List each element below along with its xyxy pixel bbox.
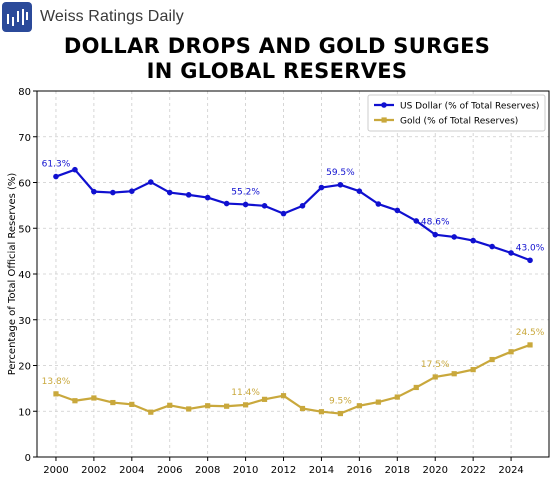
data-label: 43.0% <box>516 243 545 253</box>
x-tick-label: 2010 <box>233 465 258 476</box>
data-label: 59.5% <box>326 168 355 178</box>
x-tick-label: 2020 <box>422 465 447 476</box>
data-label: 55.2% <box>231 187 260 197</box>
gold-data-point <box>318 409 325 415</box>
series-line-1 <box>55 168 531 262</box>
dollar-data-point <box>223 200 230 207</box>
y-tick-label: 60 <box>18 179 31 190</box>
gold-data-point <box>261 396 268 402</box>
dollar-data-point <box>337 181 344 188</box>
bar-chart-logo-icon <box>2 2 32 32</box>
dollar-data-point <box>280 210 287 217</box>
dollar-data-point <box>53 173 59 180</box>
dollar-data-point <box>147 179 154 185</box>
x-tick-label: 2014 <box>309 465 334 476</box>
gold-data-point <box>394 394 400 400</box>
dollar-data-point <box>489 243 495 250</box>
chart-title-line-1: DOLLAR DROPS AND GOLD SURGES <box>63 34 491 58</box>
dollar-data-point <box>204 194 211 201</box>
x-tick-label: 2016 <box>347 465 372 476</box>
y-tick-label: 40 <box>18 270 31 281</box>
x-tick-label: 2008 <box>195 465 220 476</box>
series-line-2 <box>55 343 531 415</box>
gold-data-point <box>224 403 230 409</box>
x-tick-label: 2000 <box>43 465 68 476</box>
legend-box <box>367 94 546 132</box>
y-tick-label: 20 <box>18 362 31 373</box>
y-tick-label: 0 <box>25 453 31 464</box>
gold-data-point <box>489 356 495 363</box>
data-label: 48.6% <box>421 218 450 228</box>
dollar-data-point <box>470 237 476 244</box>
gold-data-point <box>470 367 476 373</box>
gold-data-point <box>375 399 381 405</box>
gold-data-point <box>451 371 457 377</box>
dollar-data-point <box>185 192 192 198</box>
data-label: 61.3% <box>42 160 71 170</box>
x-tick-label: 2012 <box>271 465 296 476</box>
brand: Weiss Ratings Daily <box>2 2 184 32</box>
gold-data-point <box>242 402 249 408</box>
dollar-data-point <box>318 184 325 191</box>
y-tick-label: 50 <box>18 224 31 235</box>
data-label: 11.4% <box>231 388 260 398</box>
dollar-data-point <box>299 203 306 209</box>
x-tick-label: 2006 <box>157 465 182 476</box>
dollar-data-point <box>91 188 97 195</box>
data-label: 13.8% <box>42 377 71 387</box>
x-tick-label: 2024 <box>498 465 523 476</box>
gold-data-point <box>110 399 116 406</box>
legend-label: Gold (% of Total Reserves) <box>400 117 518 127</box>
gold-data-point <box>280 393 287 399</box>
data-label: 24.5% <box>516 328 545 338</box>
dollar-data-point <box>72 166 78 173</box>
gold-data-point <box>72 398 78 404</box>
gold-data-point <box>129 401 135 407</box>
gold-data-point <box>186 406 192 412</box>
gold-data-point <box>527 342 533 348</box>
x-tick-label: 2022 <box>460 465 485 476</box>
dollar-data-point <box>413 218 420 224</box>
gold-data-point <box>205 403 211 409</box>
gold-data-point <box>508 349 514 355</box>
dollar-data-point <box>451 234 457 240</box>
x-tick-label: 2002 <box>81 465 106 476</box>
gold-data-point <box>432 374 438 380</box>
y-tick-label: 80 <box>18 87 31 98</box>
data-label: 17.5% <box>421 360 450 370</box>
dollar-data-point <box>527 257 533 264</box>
y-tick-label: 70 <box>18 133 31 144</box>
brand-name: Weiss Ratings Daily <box>40 8 184 25</box>
dollar-data-point <box>110 189 116 196</box>
chart-title: DOLLAR DROPS AND GOLD SURGES IN GLOBAL R… <box>0 34 554 84</box>
gold-data-point <box>356 403 362 409</box>
x-tick-label: 2018 <box>385 465 410 476</box>
gold-data-point <box>167 402 173 408</box>
dollar-data-point <box>432 231 439 238</box>
data-label: 9.5% <box>329 397 352 407</box>
chart-title-line-2: IN GLOBAL RESERVES <box>146 59 408 83</box>
y-tick-label: 30 <box>18 316 31 327</box>
gold-data-point <box>337 410 344 417</box>
x-tick-label: 2004 <box>119 465 144 476</box>
gold-data-point <box>91 395 97 401</box>
dollar-data-point <box>375 201 382 207</box>
y-axis-label: Percentage of Total Official Reserves (%… <box>7 173 18 376</box>
y-tick-label: 10 <box>18 407 31 418</box>
legend-label: US Dollar (% of Total Reserves) <box>400 102 539 112</box>
dollar-data-point <box>261 203 268 209</box>
dollar-data-point <box>508 250 514 256</box>
dollar-data-point <box>166 189 173 196</box>
legend-swatch-marker <box>381 117 387 123</box>
dollar-data-point <box>356 188 363 194</box>
legend-swatch-marker <box>381 102 387 108</box>
dollar-data-point <box>242 201 249 208</box>
gold-data-point <box>53 391 59 397</box>
gold-data-point <box>413 384 419 391</box>
gold-data-point <box>148 409 154 415</box>
dollar-data-point <box>394 207 401 214</box>
gold-data-point <box>299 405 306 412</box>
dollar-data-point <box>129 188 135 194</box>
